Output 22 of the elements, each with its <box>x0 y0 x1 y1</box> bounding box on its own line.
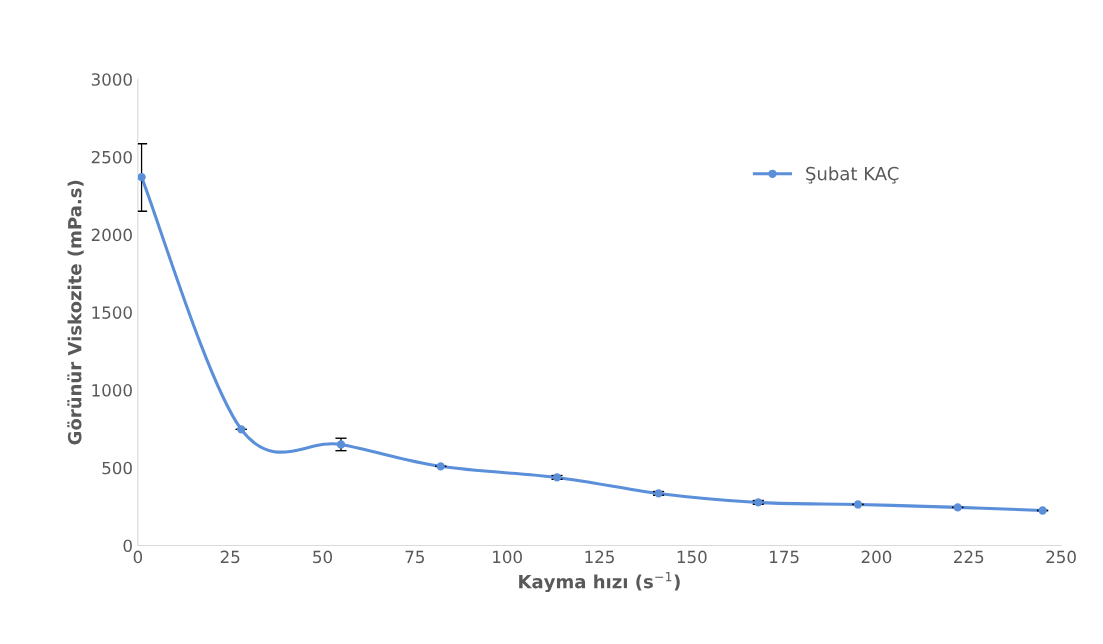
x-tick-label: 100 <box>493 550 522 564</box>
y-tick-label: 3000 <box>91 73 132 86</box>
x-tick-label: 75 <box>405 550 424 564</box>
y-tick-label: 2000 <box>91 228 132 242</box>
y-axis-title: Görünür Viskozite (mPa.s) <box>67 180 84 445</box>
x-tick-label: 25 <box>220 550 240 564</box>
x-tick-label: 0 <box>133 550 143 564</box>
x-tick-label: 175 <box>770 550 799 564</box>
x-tick-label: 125 <box>585 550 614 564</box>
x-tick-label: 150 <box>677 550 707 564</box>
y-tick-label: 1000 <box>92 384 132 397</box>
x-tick-label: 50 <box>313 550 333 564</box>
y-tick-label: 1500 <box>92 306 132 319</box>
x-tick-label: 225 <box>954 550 984 564</box>
x-axis-title: Kayma hızı (s$^{−1}$) <box>519 572 680 593</box>
y-tick-label: 2500 <box>91 150 132 164</box>
x-tick-label: 200 <box>861 550 892 564</box>
y-tick-label: 500 <box>102 461 132 475</box>
legend-label: Şubat KAÇ <box>806 166 899 184</box>
x-tick-label: 250 <box>1046 550 1076 564</box>
point <box>137 172 146 182</box>
y-tick-label: 0 <box>123 539 132 553</box>
